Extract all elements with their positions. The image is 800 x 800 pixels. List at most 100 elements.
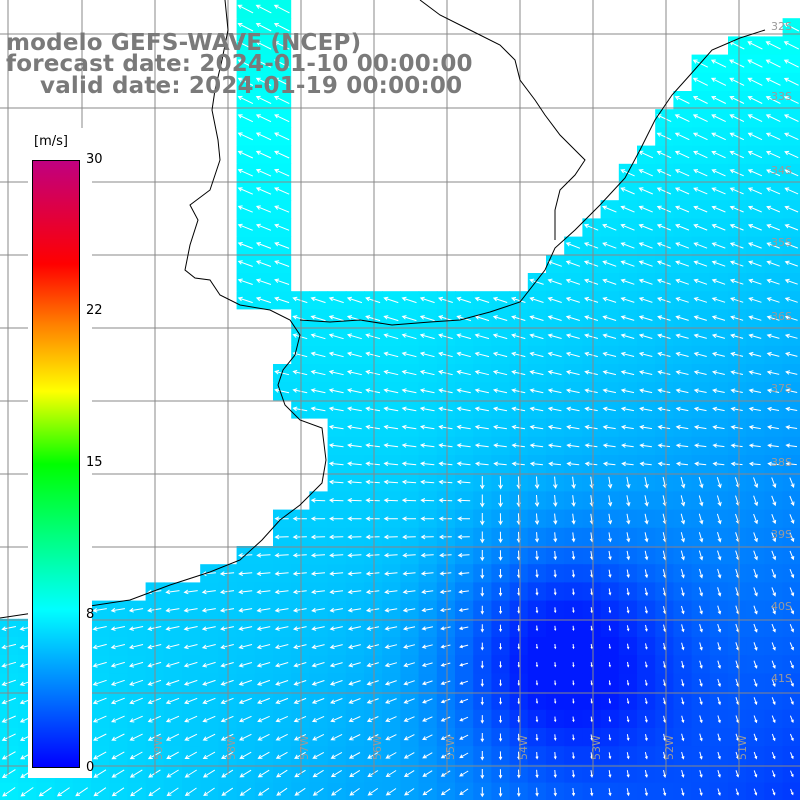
- wind-arrow: [771, 733, 776, 742]
- wind-arrow: [693, 297, 708, 303]
- wind-arrow: [699, 733, 703, 742]
- land-cell: [18, 36, 37, 56]
- land-cell: [91, 163, 110, 183]
- wind-arrow: [202, 661, 216, 668]
- land-cell: [364, 254, 383, 274]
- wind-arrow: [201, 644, 216, 650]
- wind-arrow: [626, 680, 630, 686]
- land-cell: [345, 91, 365, 110]
- wind-arrow: [440, 770, 451, 777]
- wind-arrow: [474, 333, 490, 340]
- wind-arrow: [608, 770, 612, 778]
- wind-arrow: [785, 351, 798, 357]
- wind-arrow: [535, 769, 539, 779]
- wind-arrow: [572, 588, 575, 596]
- lon-label: 54W: [517, 735, 530, 760]
- land-cell: [54, 18, 74, 37]
- land-cell: [418, 0, 438, 19]
- wind-arrow: [753, 751, 758, 760]
- land-cell: [400, 36, 420, 56]
- wind-arrow: [590, 588, 594, 596]
- land-cell: [273, 400, 292, 420]
- wind-arrow: [383, 461, 399, 467]
- land-cell: [200, 218, 219, 238]
- land-cell: [436, 145, 456, 165]
- wind-arrow: [674, 114, 690, 123]
- wind-arrow: [620, 242, 635, 249]
- wind-arrow: [602, 223, 617, 231]
- wind-arrow: [766, 224, 780, 231]
- land-cell: [618, 0, 638, 19]
- wind-arrow: [511, 406, 526, 412]
- land-cell: [0, 455, 19, 474]
- wind-arrow: [275, 715, 289, 723]
- wind-arrow: [529, 315, 544, 321]
- land-cell: [509, 254, 529, 274]
- land-cell: [0, 309, 19, 329]
- wind-arrow: [237, 242, 253, 249]
- land-cell: [673, 54, 693, 74]
- land-cell: [236, 491, 256, 511]
- wind-arrow: [644, 587, 649, 597]
- wind-arrow: [365, 498, 380, 503]
- land-cell: [36, 91, 56, 110]
- land-cell: [637, 18, 656, 37]
- land-cell: [200, 345, 219, 365]
- wind-arrow: [584, 443, 598, 448]
- wind-arrow: [458, 626, 469, 631]
- land-cell: [200, 382, 219, 401]
- wind-arrow: [663, 715, 667, 724]
- land-cell: [163, 127, 183, 147]
- wind-arrow: [517, 680, 521, 686]
- wind-arrow: [237, 278, 253, 285]
- wind-arrow: [237, 4, 254, 14]
- land-cell: [127, 0, 147, 19]
- wind-arrow: [183, 607, 198, 613]
- wind-arrow: [385, 734, 397, 741]
- wind-arrow: [237, 223, 253, 231]
- wind-arrow: [784, 150, 799, 159]
- land-cell: [455, 200, 474, 219]
- wind-arrow: [493, 424, 507, 430]
- land-cell: [0, 109, 19, 128]
- land-cell: [382, 72, 401, 92]
- land-cell: [309, 200, 329, 219]
- wind-arrow: [239, 751, 252, 759]
- land-cell: [637, 109, 656, 128]
- wind-arrow: [729, 205, 744, 213]
- wind-arrow: [111, 769, 125, 778]
- wind-arrow: [638, 370, 653, 375]
- wind-arrow: [554, 643, 557, 650]
- wind-arrow: [365, 516, 380, 522]
- wind-arrow: [620, 297, 635, 303]
- wind-arrow: [128, 626, 144, 631]
- land-cell: [473, 54, 492, 74]
- wind-arrow: [383, 296, 399, 304]
- wind-arrow: [607, 495, 613, 507]
- wind-arrow: [572, 680, 575, 686]
- wind-arrow: [255, 205, 272, 213]
- wind-arrow: [237, 260, 253, 267]
- land-cell: [182, 546, 201, 565]
- wind-arrow: [766, 187, 781, 195]
- land-cell: [473, 91, 492, 110]
- wind-arrow: [166, 769, 179, 778]
- land-cell: [36, 109, 56, 128]
- wind-arrow: [680, 532, 685, 543]
- wind-arrow: [657, 370, 671, 375]
- wind-arrow: [293, 644, 307, 650]
- land-cell: [655, 0, 674, 19]
- land-cell: [345, 18, 365, 37]
- land-cell: [455, 127, 474, 147]
- wind-arrow: [748, 242, 762, 249]
- wind-arrow: [584, 278, 599, 285]
- land-cell: [109, 36, 128, 56]
- wind-arrow: [656, 205, 672, 213]
- wind-arrow: [565, 388, 580, 394]
- wind-arrow: [474, 388, 490, 394]
- wind-arrow: [365, 571, 380, 576]
- wind-arrow: [330, 751, 343, 759]
- wind-arrow: [440, 698, 451, 704]
- wind-arrow: [784, 297, 798, 303]
- wind-arrow: [456, 479, 471, 485]
